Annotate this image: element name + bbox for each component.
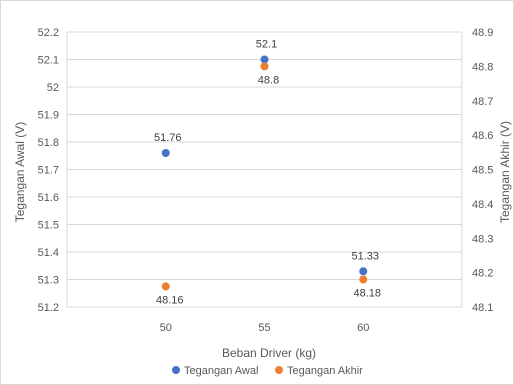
point-tegangan-awal-0	[161, 149, 170, 157]
x-tick-label: 55	[258, 322, 270, 334]
y-left-tick-label: 51.8	[38, 137, 59, 149]
legend-marker-tegangan-akhir	[275, 366, 283, 374]
data-label: 52.1	[256, 39, 277, 51]
x-tick-labels: 50 55 60	[160, 322, 370, 334]
legend-label-tegangan-awal: Tegangan Awal	[184, 365, 258, 377]
data-label: 48.18	[353, 288, 381, 300]
y-left-tick-label: 51.3	[38, 275, 59, 287]
data-label: 51.76	[154, 132, 182, 144]
y-right-tick-label: 48.1	[472, 302, 493, 314]
y-left-tick-labels: 51.2 51.3 51.4 51.5 51.6 51.7 51.8 51.9 52 52.1 52…	[38, 27, 59, 314]
point-tegangan-awal-2	[359, 267, 368, 276]
x-tick-label: 60	[357, 322, 369, 334]
y-left-tick-label: 51.5	[38, 220, 59, 232]
y-right-tick-label: 48.7	[472, 96, 493, 108]
y-right-tick-labels: 48.1 48.2 48.3 48.4 48.5 48.6 48.7 48.8 48.9	[472, 27, 493, 314]
y-right-tick-label: 48.8	[472, 61, 493, 73]
y-left-tick-label: 52.1	[38, 55, 59, 67]
y-left-tick-label: 51.4	[38, 247, 59, 259]
y-right-tick-label: 48.5	[472, 165, 493, 177]
y-right-tick-label: 48.3	[472, 233, 493, 245]
data-label: 48.16	[156, 294, 184, 306]
gridlines	[66, 31, 463, 308]
data-label: 51.33	[351, 250, 379, 262]
y-right-tick-label: 48.4	[472, 199, 493, 211]
y-left-tick-label: 51.7	[38, 165, 59, 177]
y-right-tick-label: 48.2	[472, 268, 493, 280]
y-right-axis-title: Tegangan Akhir (V)	[498, 121, 512, 223]
legend: Tegangan Awal Tegangan Akhir	[172, 365, 363, 377]
y-left-tick-label: 51.9	[38, 110, 59, 122]
y-left-tick-label: 51.6	[38, 192, 59, 204]
point-tegangan-akhir-2	[359, 275, 368, 284]
point-tegangan-awal-1	[260, 55, 269, 64]
x-tick-label: 50	[160, 322, 172, 334]
legend-label-tegangan-akhir: Tegangan Akhir	[287, 365, 363, 377]
data-labels: 51.76 52.1 51.33 48.16 48.8 48.18	[154, 39, 381, 307]
y-left-tick-label: 51.2	[38, 302, 59, 314]
x-axis-title: Beban Driver (kg)	[222, 346, 316, 360]
y-right-tick-label: 48.6	[472, 130, 493, 142]
data-points	[161, 55, 368, 291]
data-label: 48.8	[258, 74, 279, 86]
y-left-tick-label: 52	[47, 82, 59, 94]
y-left-tick-label: 52.2	[38, 27, 59, 39]
point-tegangan-akhir-1	[260, 62, 269, 71]
y-left-axis-title: Tegangan Awal (V)	[13, 122, 27, 223]
point-tegangan-akhir-0	[161, 282, 170, 291]
y-right-tick-label: 48.9	[472, 27, 493, 39]
legend-marker-tegangan-awal	[172, 366, 180, 374]
